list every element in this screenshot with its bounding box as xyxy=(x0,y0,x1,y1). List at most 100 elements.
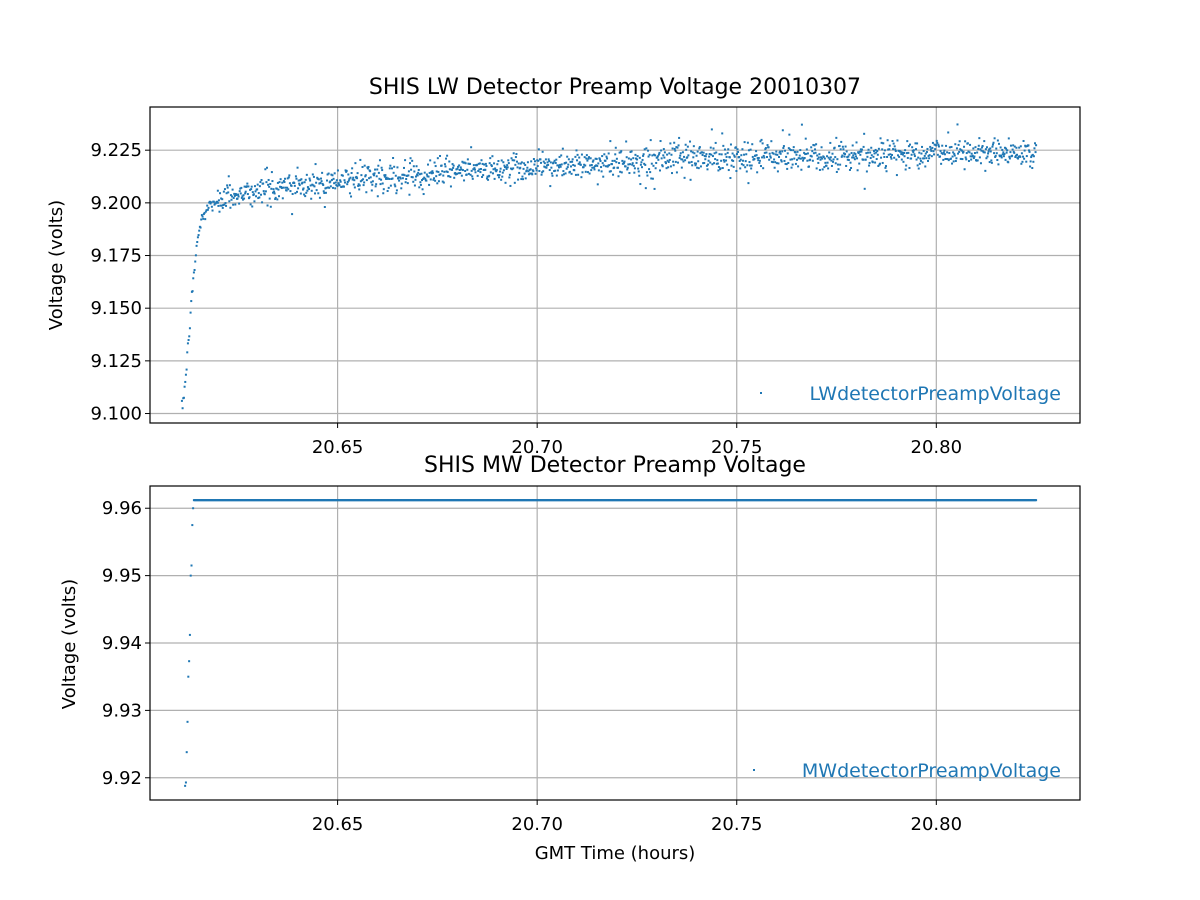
lw-data-point xyxy=(532,158,535,161)
lw-data-point xyxy=(615,157,618,160)
lw-data-point xyxy=(631,163,634,166)
lw-data-point xyxy=(524,163,527,166)
lw-data-point xyxy=(326,173,329,176)
lw-data-point xyxy=(823,157,826,160)
lw-data-point xyxy=(326,179,329,182)
lw-data-point xyxy=(567,163,570,166)
lw-data-point xyxy=(839,148,842,151)
lw-data-point xyxy=(405,178,408,181)
lw-data-point xyxy=(792,149,795,152)
lw-data-point xyxy=(776,153,779,156)
lw-data-point xyxy=(949,157,952,160)
lw-data-point xyxy=(951,162,954,165)
lw-data-point xyxy=(659,169,661,172)
lw-data-point xyxy=(578,156,581,159)
lw-data-point xyxy=(499,167,502,170)
lw-data-point xyxy=(531,173,534,176)
lw-data-point xyxy=(954,160,957,163)
lw-data-point xyxy=(534,160,536,163)
lw-data-point xyxy=(714,141,717,144)
lw-data-point xyxy=(351,167,354,170)
lw-data-point xyxy=(467,162,470,165)
lw-data-point xyxy=(715,162,718,165)
lw-data-point xyxy=(956,123,959,126)
lw-data-point xyxy=(974,146,977,149)
lw-data-point xyxy=(597,162,600,165)
lw-data-point xyxy=(1021,155,1024,158)
lw-data-point xyxy=(403,174,406,177)
lw-data-point xyxy=(370,189,373,192)
lw-data-point xyxy=(629,150,632,153)
lw-data-point xyxy=(690,150,693,153)
lw-data-point xyxy=(744,166,747,169)
lw-data-point xyxy=(510,157,513,160)
lw-data-point xyxy=(229,194,232,197)
lw-data-point xyxy=(686,145,689,148)
lw-data-point xyxy=(369,176,372,179)
lw-data-point xyxy=(318,196,321,199)
lw-data-point xyxy=(865,170,868,173)
lw-data-point xyxy=(844,153,847,156)
lw-data-point xyxy=(546,164,549,167)
lw-data-point xyxy=(899,150,902,153)
lw-data-point xyxy=(927,154,930,157)
lw-data-point xyxy=(461,169,464,172)
lw-data-point xyxy=(418,186,421,189)
lw-data-point xyxy=(810,155,813,158)
lw-data-point xyxy=(970,152,973,155)
lw-data-point xyxy=(541,171,544,174)
lw-data-point xyxy=(639,183,642,186)
lw-data-point xyxy=(618,151,621,154)
lw-data-point xyxy=(840,155,843,158)
lw-data-point xyxy=(713,152,716,155)
lw-data-point xyxy=(696,166,699,169)
lw-data-point xyxy=(201,215,204,218)
lw-data-point xyxy=(406,174,409,177)
lw-data-point xyxy=(973,155,976,158)
lw-data-point xyxy=(755,154,758,157)
lw-data-point xyxy=(620,150,623,153)
lw-data-point xyxy=(342,185,345,188)
lw-data-point xyxy=(380,178,383,181)
mw-data-point xyxy=(188,660,191,663)
lw-data-point xyxy=(517,178,520,181)
lw-data-point xyxy=(800,168,803,171)
lw-data-point xyxy=(779,150,782,153)
lw-data-point xyxy=(833,146,836,149)
lw-data-point xyxy=(673,141,676,144)
lw-data-point xyxy=(191,290,194,293)
lw-data-point xyxy=(507,159,510,162)
lw-data-point xyxy=(434,165,437,168)
lw-data-point xyxy=(225,192,228,195)
lw-data-point xyxy=(428,183,431,186)
lw-data-point xyxy=(653,187,656,190)
lw-data-point xyxy=(862,158,865,161)
lw-data-point xyxy=(500,159,503,162)
lw-data-point xyxy=(495,169,498,172)
lw-data-point xyxy=(288,174,291,177)
lw-data-point xyxy=(1007,161,1010,164)
lw-data-point xyxy=(737,151,740,154)
lw-data-point xyxy=(464,162,467,165)
lw-y-tick-label: 9.150 xyxy=(90,298,142,319)
lw-data-point xyxy=(442,181,445,184)
lw-data-point xyxy=(766,144,769,147)
lw-data-point xyxy=(1014,154,1017,157)
lw-data-point xyxy=(971,154,974,157)
lw-data-point xyxy=(805,152,808,155)
lw-data-point xyxy=(785,163,788,166)
lw-data-point xyxy=(597,169,600,172)
lw-data-point xyxy=(612,173,615,176)
lw-data-point xyxy=(358,184,361,187)
lw-data-point xyxy=(681,158,684,161)
lw-data-point xyxy=(411,176,414,179)
lw-data-point xyxy=(506,164,509,167)
lw-data-point xyxy=(705,164,708,167)
lw-data-point xyxy=(660,149,663,152)
lw-data-point xyxy=(779,152,782,155)
lw-data-point xyxy=(542,170,545,173)
lw-data-point xyxy=(851,144,854,147)
lw-data-point xyxy=(591,160,594,163)
lw-data-point xyxy=(206,208,209,211)
lw-data-point xyxy=(621,159,624,162)
